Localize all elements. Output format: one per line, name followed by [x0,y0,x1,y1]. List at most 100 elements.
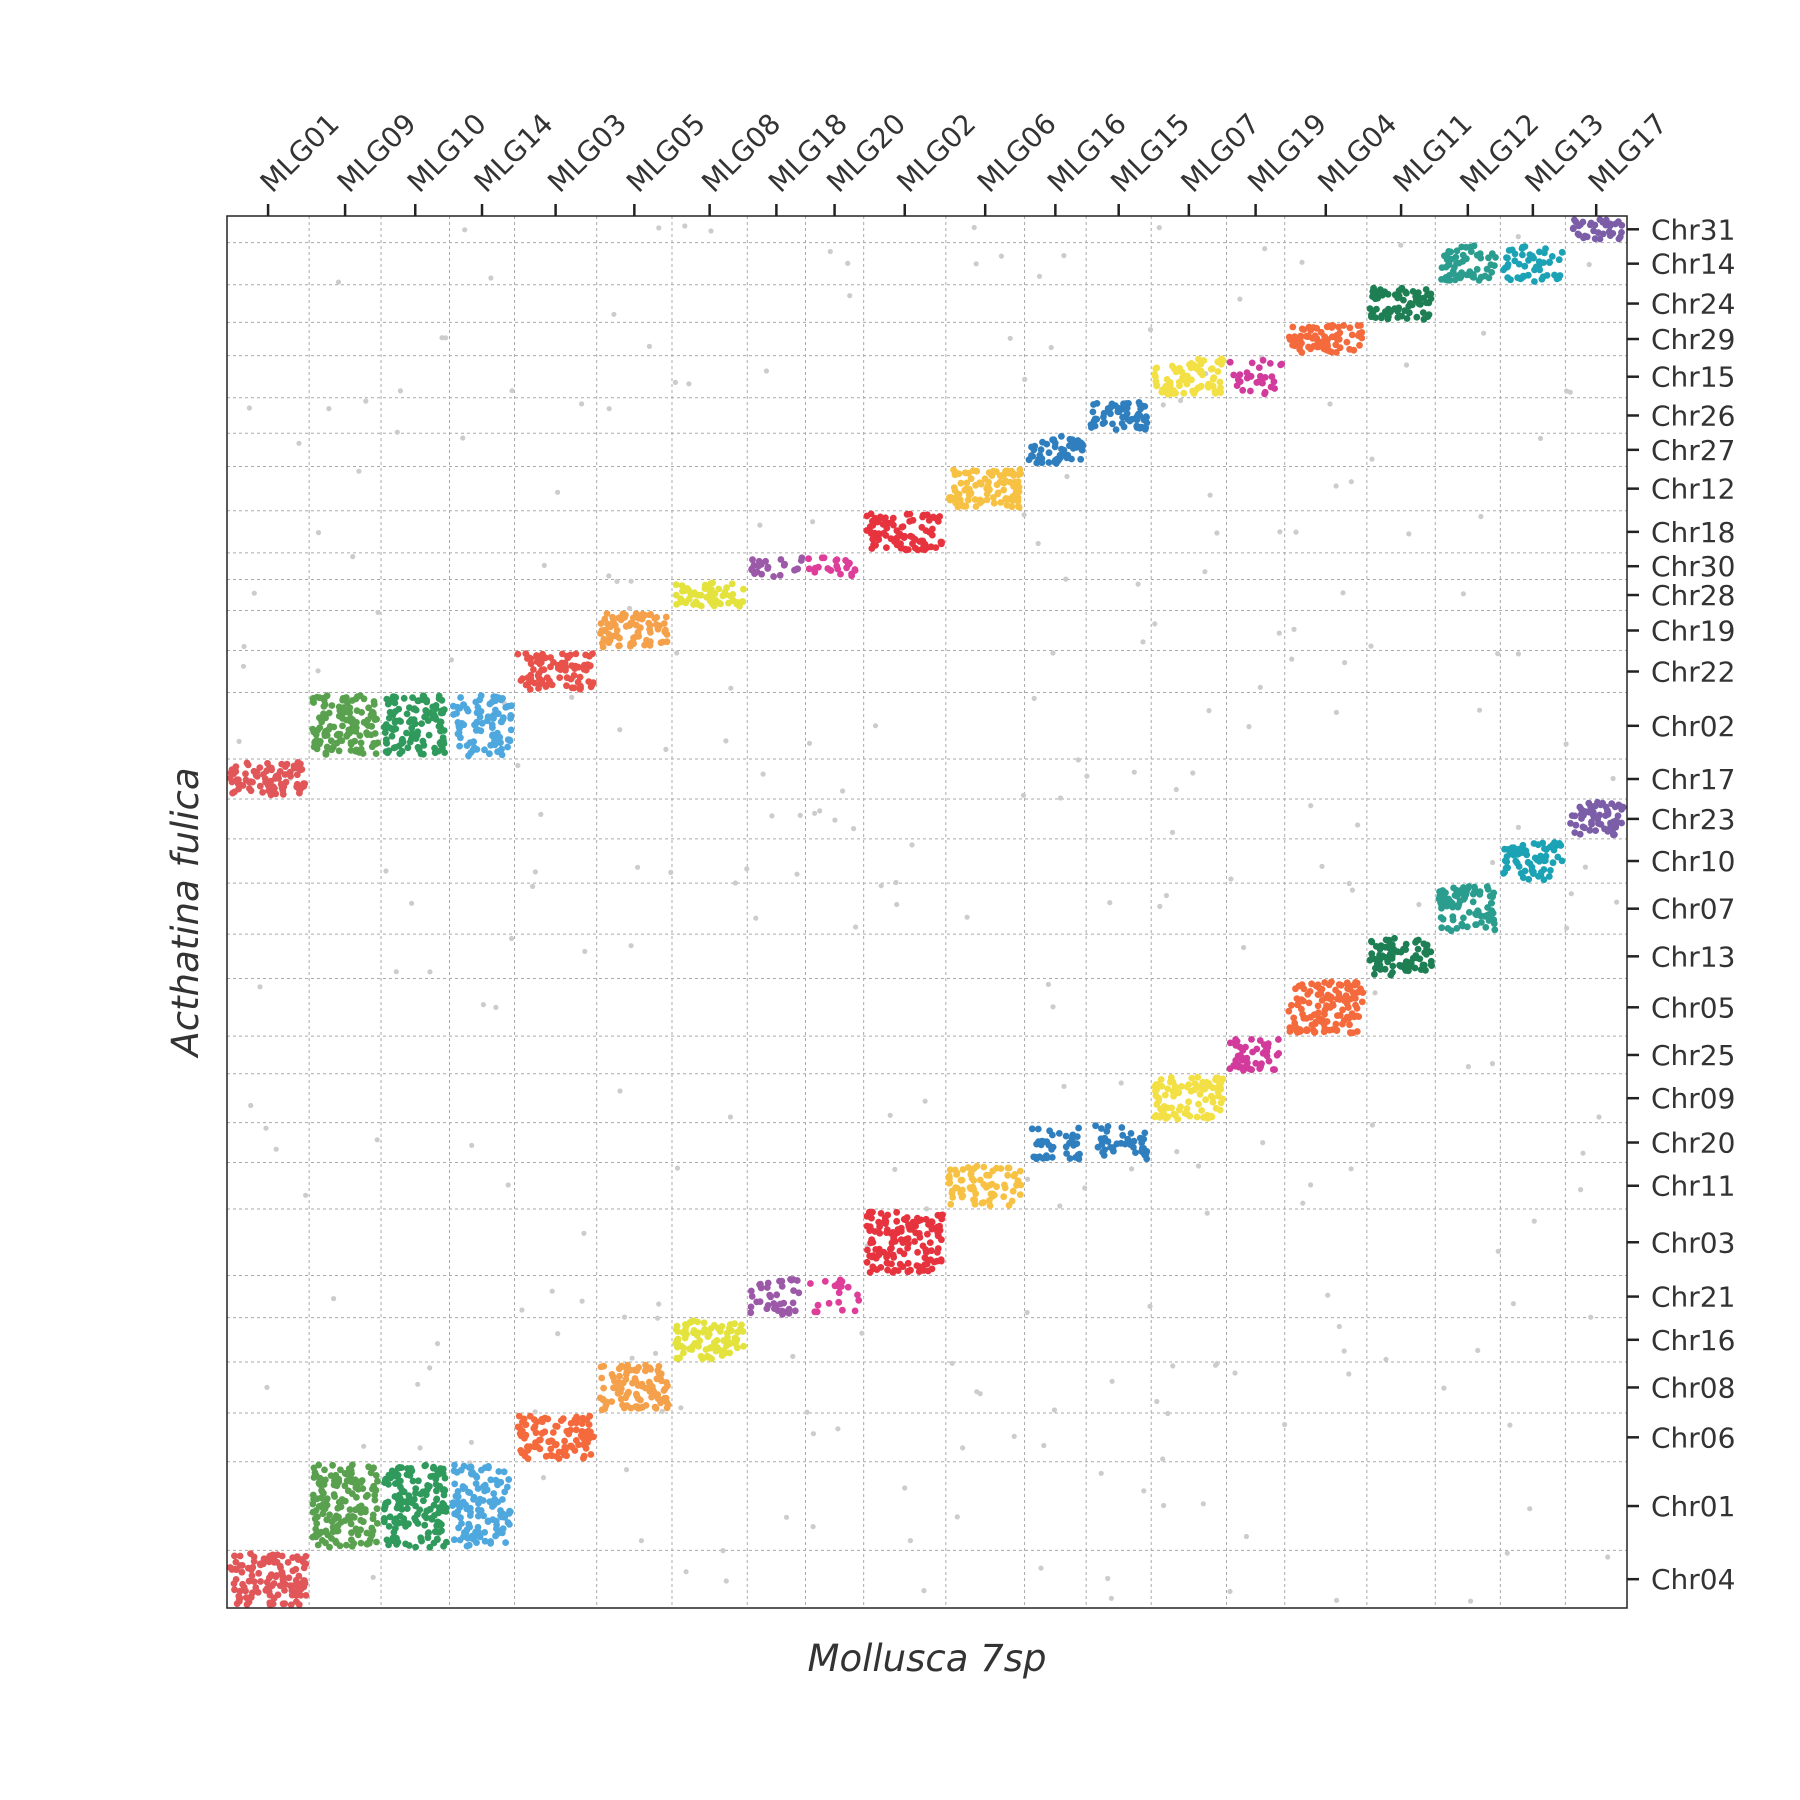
background-point [1109,1378,1115,1384]
data-point [345,726,353,734]
data-point [390,725,398,732]
y-tick-label: Chr21 [1651,1281,1735,1314]
data-point [1485,911,1492,919]
data-point [994,489,1002,497]
background-point [1051,1407,1057,1413]
data-point [1297,332,1305,340]
data-point [337,1503,345,1511]
data-point [1541,857,1549,864]
data-point [672,581,680,589]
data-point [982,1183,990,1191]
data-point [1556,272,1564,279]
data-point [321,730,329,737]
data-point [564,653,572,661]
data-point [1485,254,1492,262]
data-point [906,518,913,525]
data-point [869,1208,876,1216]
data-point [334,730,342,738]
background-point [1195,1163,1202,1169]
data-point [1333,332,1341,339]
data-point [492,693,500,701]
data-point [1233,382,1241,389]
data-point [492,1476,500,1484]
data-point [518,1447,525,1455]
data-point [1217,359,1224,366]
data-point [1469,898,1477,906]
data-point [1459,258,1467,265]
data-point [1005,495,1013,503]
data-point [1219,1095,1227,1103]
data-point [599,1396,607,1404]
data-point [295,1590,303,1598]
data-point [600,1384,607,1392]
background-point [977,1391,983,1397]
data-point [338,1496,346,1503]
data-point [884,1266,891,1274]
data-point [1074,437,1082,444]
synteny-block-mlg06-chr12 [946,466,1025,511]
data-point [465,1541,473,1549]
data-point [1062,1143,1070,1151]
data-point [918,523,926,531]
data-point [1176,382,1183,390]
background-point [1441,1385,1447,1391]
background-point [1147,327,1154,333]
background-point [678,1405,684,1411]
data-point [904,1259,912,1267]
data-point [418,720,425,727]
data-point [514,650,522,658]
data-point [1586,826,1594,834]
data-point [1446,277,1454,284]
background-point [264,1384,270,1390]
data-point [1307,1013,1314,1021]
data-point [608,1371,616,1378]
background-point [1291,626,1297,633]
data-point [1423,951,1430,958]
data-point [538,1418,546,1426]
data-point [404,1465,411,1472]
data-point [875,530,883,537]
data-point [287,772,294,780]
background-point [460,435,466,441]
data-point [1107,410,1114,418]
data-point [521,1452,529,1460]
data-point [392,1493,400,1501]
data-point [457,1514,464,1522]
data-point [953,1184,961,1192]
data-point [1104,1138,1112,1145]
data-point [1372,288,1379,296]
data-point [1371,970,1378,978]
y-tick-label: Chr01 [1651,1490,1735,1523]
data-point [384,749,391,757]
data-point [724,1333,731,1341]
data-point [836,1276,844,1284]
data-point [522,1431,530,1439]
data-point [726,1321,734,1328]
data-point [981,475,989,483]
data-point [287,1601,295,1609]
data-point [1511,257,1519,265]
data-point [1193,1113,1201,1121]
synteny-block-mlg07-chr09 [1151,1073,1227,1123]
data-point [1525,875,1533,883]
data-point [1611,220,1619,228]
data-point [391,708,399,715]
data-point [844,1283,852,1291]
data-point [1484,904,1491,911]
data-point [1293,995,1301,1002]
data-point [673,1322,681,1330]
data-point [1039,438,1046,446]
data-point [1286,1024,1294,1031]
data-point [925,1221,932,1228]
data-point [980,1163,988,1171]
data-point [249,778,256,786]
data-point [1092,1122,1099,1130]
data-point [1190,390,1198,397]
synteny-block-mlg14-chr02 [449,692,515,760]
data-point [577,685,584,692]
data-point [530,1416,538,1423]
y-tick-label: Chr28 [1651,579,1735,612]
data-point [578,1420,586,1427]
background-point [468,1439,474,1445]
background-point [1282,1421,1288,1428]
